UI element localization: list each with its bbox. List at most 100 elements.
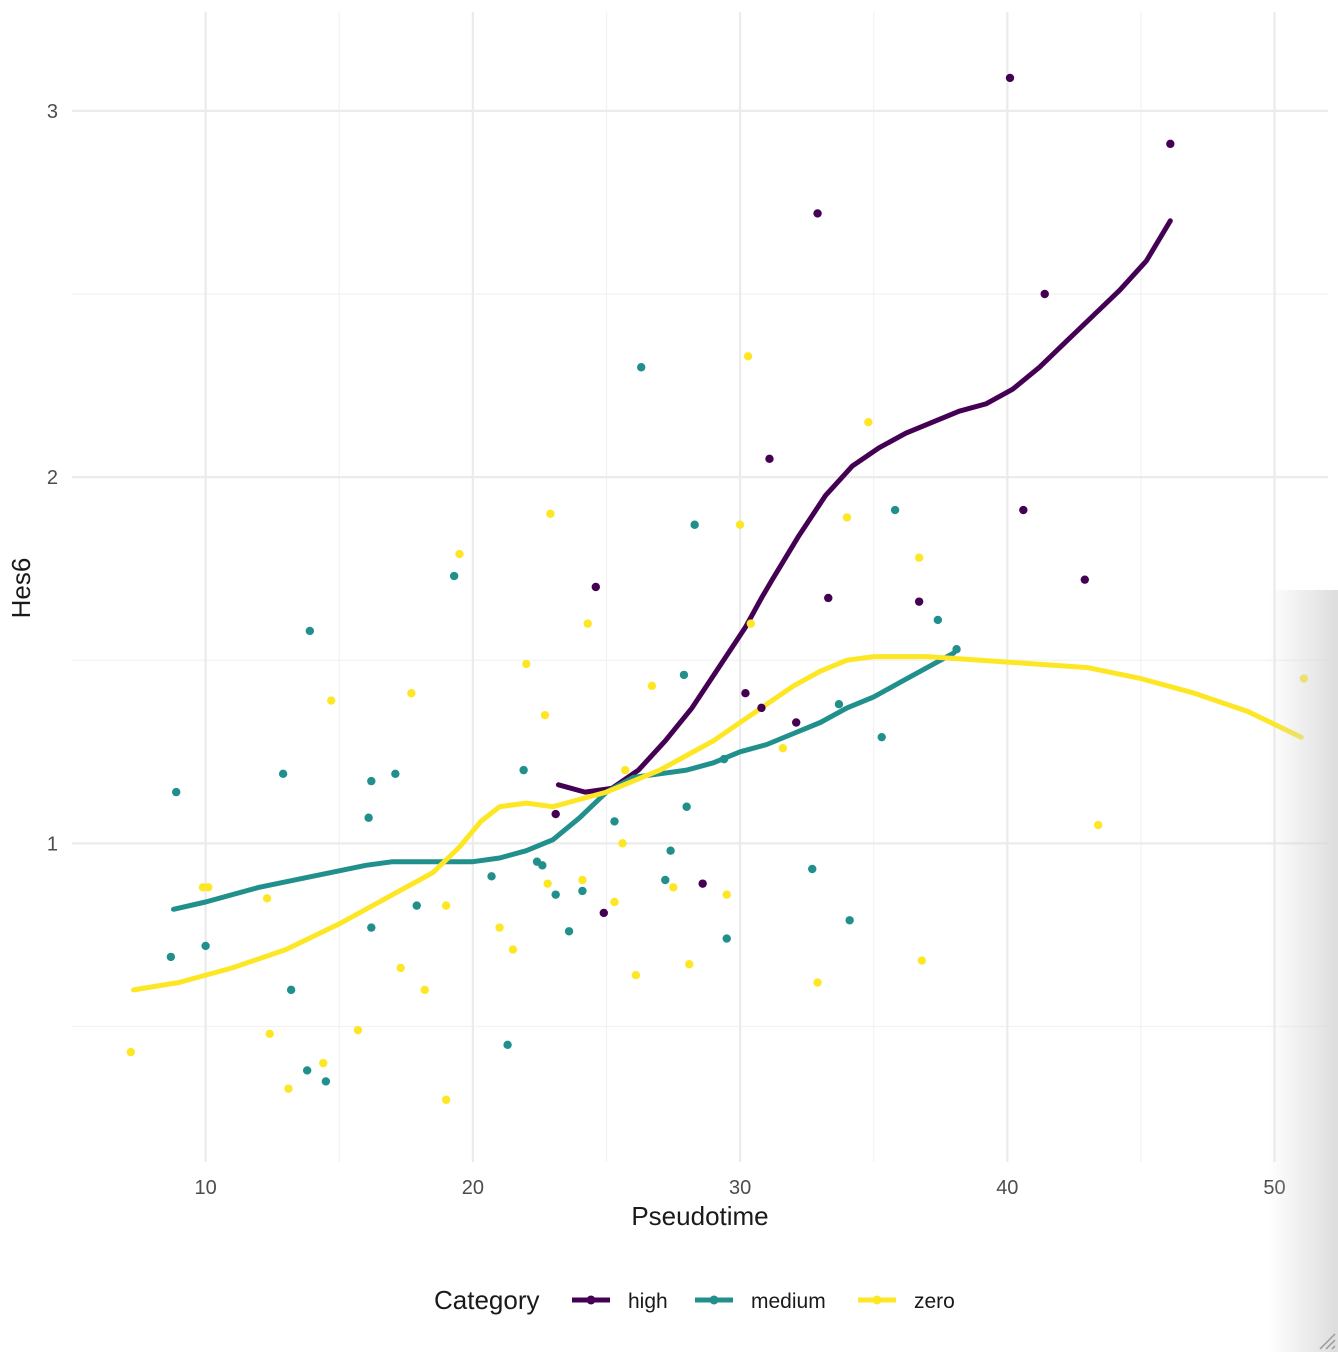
data-point-medium	[679, 670, 689, 680]
data-point-medium	[367, 923, 376, 932]
data-point-zero	[864, 417, 873, 427]
data-point-zero	[522, 659, 531, 669]
data-point-medium	[637, 363, 646, 372]
data-point-medium	[890, 505, 900, 515]
y-tick-label: 1	[47, 833, 58, 855]
data-point-medium	[690, 520, 699, 529]
data-point-high	[599, 908, 608, 918]
trend-line-zero	[131, 654, 1304, 993]
y-axis-title: Hes6	[6, 558, 36, 619]
data-point-zero	[495, 923, 504, 932]
data-point-medium	[286, 985, 296, 995]
y-tick-label: 2	[47, 467, 58, 489]
x-axis-title: Pseudotime	[631, 1201, 768, 1231]
legend-title: Category	[434, 1285, 540, 1315]
x-tick-label: 50	[1263, 1177, 1285, 1199]
data-point-zero	[204, 883, 213, 892]
data-point-medium	[412, 901, 421, 910]
data-point-medium	[551, 890, 560, 899]
data-point-zero	[743, 352, 753, 361]
legend-key-point-high	[586, 1295, 596, 1305]
data-point-high	[765, 454, 774, 464]
data-point-zero	[631, 971, 641, 980]
legend-item-medium: medium	[695, 1290, 826, 1313]
legend-item-zero: zero	[858, 1290, 955, 1313]
data-point-medium	[666, 846, 675, 855]
data-point-zero	[327, 696, 336, 705]
data-point-medium	[278, 769, 288, 778]
data-point-medium	[166, 952, 176, 962]
data-point-medium	[519, 765, 528, 775]
data-point-zero	[508, 945, 518, 954]
trend-line-medium	[171, 650, 957, 912]
data-point-high	[1080, 575, 1090, 584]
data-point-zero	[620, 765, 630, 775]
data-point-medium	[952, 645, 961, 654]
data-point-zero	[1093, 820, 1103, 830]
data-point-zero	[540, 710, 550, 720]
data-point-medium	[364, 813, 373, 822]
data-point-medium	[877, 732, 886, 742]
data-point-high	[1019, 505, 1028, 515]
data-point-medium	[808, 864, 817, 874]
trend-lines	[131, 218, 1304, 993]
data-point-medium	[845, 916, 854, 925]
data-point-high	[757, 703, 766, 713]
data-point-zero	[265, 1029, 274, 1039]
data-point-zero	[396, 963, 405, 973]
data-point-zero	[407, 689, 416, 698]
data-point-high	[698, 879, 707, 888]
data-point-zero	[262, 894, 272, 903]
legend-key-point-medium	[709, 1295, 719, 1305]
data-point-zero	[746, 619, 755, 628]
data-point-medium	[564, 927, 574, 936]
data-point-medium	[661, 875, 670, 885]
x-tick-label: 20	[462, 1177, 484, 1199]
data-point-medium	[834, 699, 844, 709]
data-point-high	[741, 689, 750, 698]
tick-labels: 10 20 30 40 50 1 2 3	[47, 101, 1286, 1199]
data-point-zero	[618, 839, 627, 848]
data-point-medium	[538, 861, 547, 870]
data-point-medium	[722, 934, 731, 943]
trend-line-high	[555, 218, 1173, 795]
legend-label-high: high	[628, 1290, 668, 1313]
x-tick-label: 30	[729, 1177, 751, 1199]
data-point-medium	[302, 1066, 312, 1075]
data-point-zero	[1299, 674, 1309, 683]
data-points	[126, 73, 1309, 1104]
data-point-zero	[917, 956, 927, 965]
legend-label-medium: medium	[751, 1290, 826, 1313]
data-point-zero	[319, 1058, 328, 1068]
data-point-medium	[201, 941, 210, 951]
data-point-high	[1040, 289, 1049, 299]
data-point-medium	[172, 787, 181, 797]
data-point-high	[792, 718, 801, 727]
data-point-medium	[610, 817, 619, 826]
legend: Category high medium zero	[434, 1285, 955, 1315]
data-point-zero	[669, 883, 678, 892]
data-point-zero	[353, 1025, 363, 1035]
data-point-zero	[441, 901, 451, 910]
data-point-high	[1166, 139, 1175, 149]
data-point-high	[824, 593, 833, 603]
data-point-medium	[487, 872, 496, 881]
y-tick-label: 3	[47, 101, 58, 123]
data-point-zero	[610, 897, 619, 907]
resize-grip-icon[interactable]	[1314, 1328, 1336, 1350]
data-point-high	[551, 809, 560, 819]
legend-item-high: high	[572, 1290, 668, 1313]
data-point-zero	[813, 978, 822, 987]
data-point-medium	[933, 615, 943, 625]
data-point-zero	[578, 875, 587, 885]
data-point-zero	[543, 879, 552, 888]
data-point-medium	[719, 754, 729, 764]
gridlines	[72, 12, 1328, 1162]
data-point-medium	[449, 571, 459, 581]
data-point-high	[914, 597, 924, 606]
data-point-zero	[126, 1047, 135, 1057]
legend-key-point-zero	[872, 1295, 882, 1305]
data-point-zero	[284, 1084, 293, 1093]
x-tick-label: 40	[996, 1177, 1018, 1199]
data-point-zero	[583, 619, 592, 628]
